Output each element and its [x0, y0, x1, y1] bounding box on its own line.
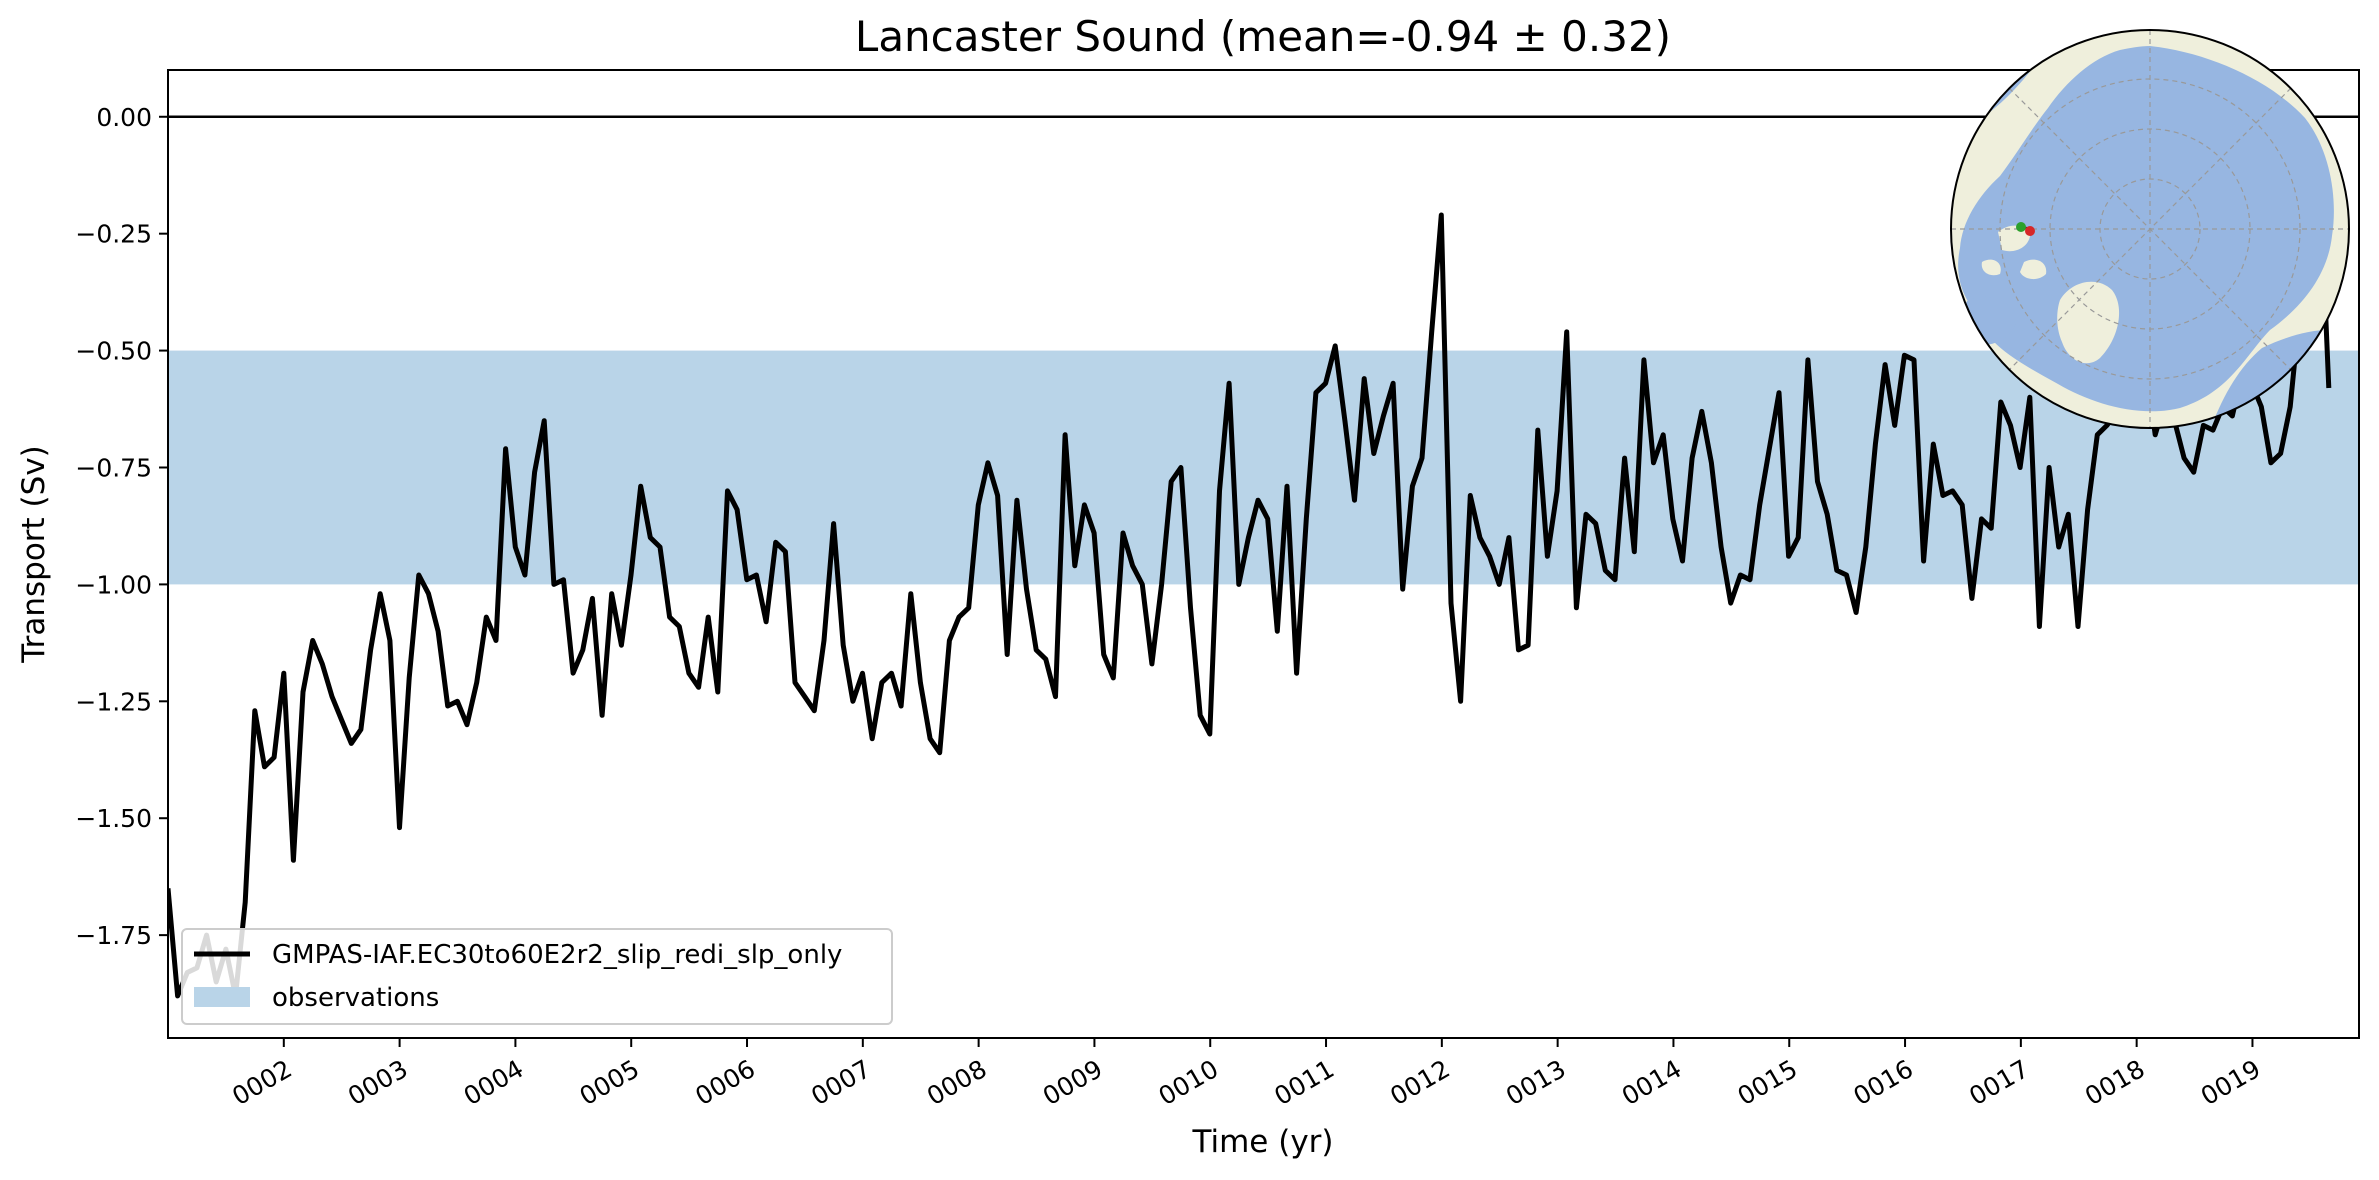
x-axis-label: Time (yr) [1192, 1124, 1334, 1160]
y-tick-label: −0.50 [75, 337, 152, 366]
chart-title: Lancaster Sound (mean=-0.94 ± 0.32) [855, 12, 1671, 61]
legend-label-model: GMPAS-IAF.EC30to60E2r2_slip_redi_slp_onl… [272, 940, 842, 970]
transect-end-marker [2025, 226, 2035, 236]
plot-frame [167, 69, 2360, 1039]
x-tick-label: 0003 [343, 1054, 413, 1111]
x-tick-label: 0014 [1617, 1054, 1687, 1111]
transect-start-marker [2016, 222, 2026, 232]
legend: GMPAS-IAF.EC30to60E2r2_slip_redi_slp_onl… [181, 928, 893, 1025]
x-tick-label: 0004 [459, 1054, 529, 1111]
greenland-shape [2057, 281, 2120, 364]
y-tick-label: −0.25 [75, 220, 152, 249]
x-tick-label: 0016 [1848, 1054, 1918, 1111]
x-tick-label: 0002 [227, 1054, 297, 1111]
x-tick-label: 0015 [1733, 1054, 1803, 1111]
y-tick-label: 0.00 [96, 103, 152, 132]
legend-band-swatch [194, 987, 250, 1007]
legend-label-observations: observations [272, 983, 439, 1013]
legend-box [181, 928, 893, 1025]
y-tick-label: −1.75 [75, 921, 152, 950]
map-border [1950, 29, 2350, 429]
x-tick-label: 0009 [1038, 1054, 1108, 1111]
y-tick-label: −1.25 [75, 687, 152, 716]
x-tick-label: 0007 [806, 1054, 876, 1111]
y-axis-label: Transport (Sv) [16, 445, 52, 664]
grid-meridian [2008, 87, 2292, 371]
series-line [168, 118, 2332, 999]
y-axis: 0.00 −0.25 −0.50 −0.75 −1.00 −1.25 −1.50 −1.75 [75, 103, 168, 950]
x-tick-label: 0005 [575, 1054, 645, 1111]
x-tick-label: 0019 [2196, 1054, 2266, 1111]
x-tick-label: 0018 [2080, 1054, 2150, 1111]
y-tick-label: −0.75 [75, 453, 152, 482]
archipelago-shape [1981, 225, 2047, 280]
x-axis: 0002 0003 0004 0005 0006 0007 0008 0009 0010 0011… [227, 1038, 2265, 1111]
y-tick-label: −1.00 [75, 570, 152, 599]
x-tick-label: 0008 [922, 1054, 992, 1111]
x-tick-label: 0013 [1501, 1054, 1571, 1111]
x-tick-label: 0017 [1964, 1054, 2034, 1111]
arctic-ocean-shape [1958, 46, 2334, 412]
x-tick-label: 0010 [1154, 1054, 1224, 1111]
x-tick-label: 0012 [1385, 1054, 1455, 1111]
x-tick-label: 0011 [1269, 1054, 1339, 1111]
x-tick-label: 0006 [690, 1054, 760, 1111]
y-tick-label: −1.50 [75, 804, 152, 833]
